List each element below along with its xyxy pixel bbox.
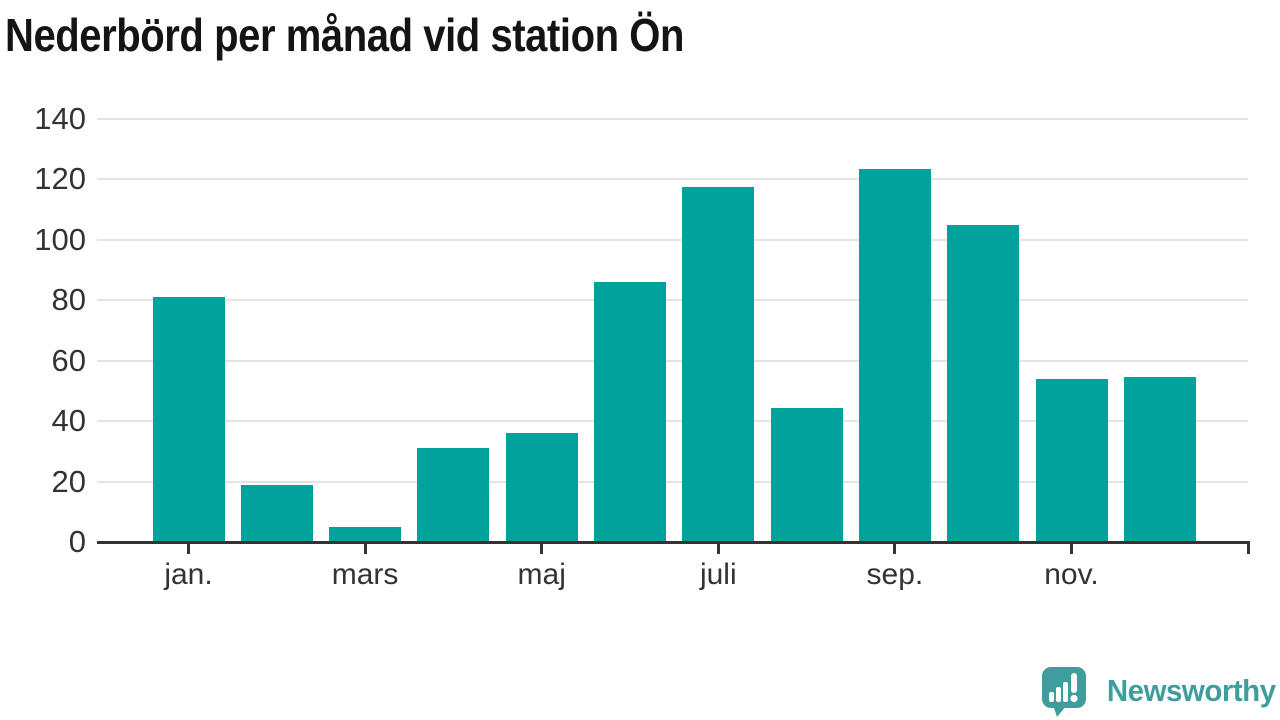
x-axis-tick-label: jan.: [164, 558, 213, 591]
y-axis-tick-label: 40: [51, 403, 86, 439]
gridline: [97, 359, 1248, 362]
bar: [152, 297, 225, 542]
bar: [770, 407, 843, 542]
newsworthy-logo-icon: [1039, 665, 1089, 717]
x-axis-line: [97, 541, 1250, 544]
bar: [505, 433, 578, 542]
gridline: [97, 118, 1248, 120]
y-axis-tick-label: 120: [34, 161, 86, 197]
y-axis-tick-label: 140: [34, 101, 86, 136]
bar: [594, 282, 666, 542]
gridline: [97, 238, 1248, 241]
x-axis-tick: [893, 544, 897, 554]
branding: Newsworthy: [1039, 665, 1276, 717]
x-axis-tick: [716, 544, 720, 554]
bar: [947, 224, 1020, 542]
bar: [329, 526, 402, 542]
x-axis-tick-label: maj: [517, 558, 566, 591]
chart-title: Nederbörd per månad vid station Ön: [5, 9, 684, 61]
y-axis-tick-label: 100: [34, 221, 86, 257]
x-axis-tick-label: sep.: [866, 558, 924, 591]
gridline: [97, 480, 1248, 483]
bar: [240, 484, 313, 542]
bar: [682, 186, 755, 542]
x-axis-tick-label: mars: [331, 558, 399, 591]
brand-name: Newsworthy: [1107, 673, 1276, 708]
x-axis-tick: [540, 544, 544, 554]
x-axis-tick: [1070, 544, 1073, 554]
x-axis-tick-label: nov.: [1044, 558, 1099, 591]
bar: [858, 168, 931, 542]
y-axis-tick-label: 80: [51, 282, 86, 318]
bar: [1123, 377, 1196, 542]
y-axis-tick-label: 0: [68, 524, 86, 559]
x-axis-end-tick: [1247, 541, 1250, 554]
x-axis-tick-label: juli: [699, 558, 737, 591]
gridline: [97, 178, 1248, 181]
y-axis-tick-label: 20: [51, 463, 86, 499]
y-axis-tick-label: 60: [51, 342, 86, 378]
gridline: [97, 420, 1248, 423]
bar: [1035, 378, 1108, 542]
x-axis-tick: [187, 544, 190, 554]
gridline: [97, 299, 1248, 302]
x-axis-tick: [363, 544, 367, 554]
bar: [417, 448, 490, 542]
